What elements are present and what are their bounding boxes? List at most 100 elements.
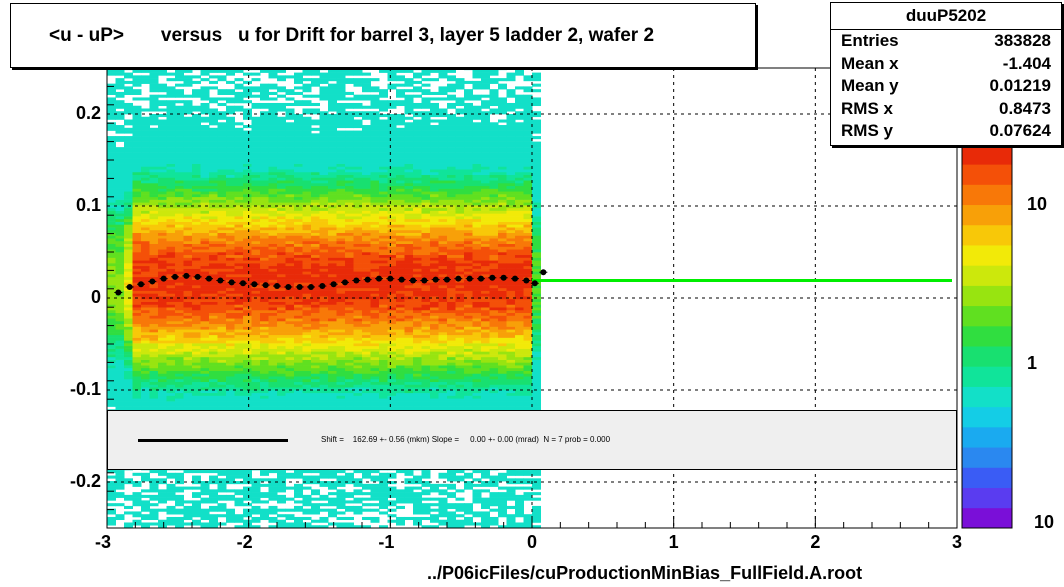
heatmap-cell xyxy=(387,503,397,507)
heatmap-cell xyxy=(311,213,320,217)
heatmap-cell xyxy=(132,155,142,159)
heatmap-cell xyxy=(260,158,269,162)
heatmap-cell xyxy=(200,152,210,156)
heatmap-cell xyxy=(328,373,337,377)
heatmap-cell xyxy=(183,144,193,148)
heatmap-cell xyxy=(192,494,201,498)
heatmap-cell xyxy=(379,525,388,529)
heatmap-cell xyxy=(260,287,269,291)
heatmap-cell xyxy=(234,307,244,311)
heatmap-cell xyxy=(226,97,235,101)
heatmap-cell xyxy=(166,207,176,211)
heatmap-cell xyxy=(115,395,125,399)
heatmap-cell xyxy=(115,359,125,363)
heatmap-cell xyxy=(217,268,227,272)
heatmap-cell xyxy=(124,202,133,206)
heatmap-cell xyxy=(217,481,227,485)
heatmap-cell xyxy=(336,398,346,402)
heatmap-cell xyxy=(158,252,167,256)
heatmap-cell xyxy=(370,114,380,118)
heatmap-cell xyxy=(268,171,278,176)
heatmap-cell xyxy=(328,340,337,344)
heatmap-cell xyxy=(302,392,312,396)
heatmap-cell xyxy=(217,249,227,253)
heatmap-cell xyxy=(166,155,176,159)
heatmap-cell xyxy=(149,398,159,402)
heatmap-cell xyxy=(132,271,142,275)
heatmap-cell xyxy=(345,522,354,526)
heatmap-cell xyxy=(328,199,337,203)
heatmap-cell xyxy=(311,138,320,142)
heatmap-cell xyxy=(268,243,278,247)
heatmap-cell xyxy=(370,183,380,187)
heatmap-cell xyxy=(107,398,116,402)
heatmap-cell xyxy=(132,185,142,189)
heatmap-cell xyxy=(370,177,380,181)
heatmap-cell xyxy=(336,196,346,200)
heatmap-cell xyxy=(268,285,278,289)
heatmap-cell xyxy=(311,191,320,195)
heatmap-cell xyxy=(285,406,295,410)
heatmap-cell xyxy=(149,229,159,233)
heatmap-cell xyxy=(217,373,227,377)
heatmap-cell xyxy=(115,298,125,302)
heatmap-cell xyxy=(141,177,150,181)
heatmap-cell xyxy=(336,345,346,349)
heatmap-cell xyxy=(141,290,150,294)
heatmap-cell xyxy=(149,166,159,170)
heatmap-cell xyxy=(166,158,176,162)
heatmap-cell xyxy=(285,183,295,187)
heatmap-cell xyxy=(268,362,278,366)
heatmap-cell xyxy=(166,287,176,291)
heatmap-cell xyxy=(311,384,320,388)
heatmap-cell xyxy=(243,398,252,402)
heatmap-cell xyxy=(328,367,337,371)
heatmap-cell xyxy=(200,309,210,314)
heatmap-cell xyxy=(192,321,201,325)
heatmap-cell xyxy=(166,329,176,333)
heatmap-cell xyxy=(115,318,125,322)
heatmap-cell xyxy=(336,185,346,189)
heatmap-cell xyxy=(243,240,252,245)
heatmap-cell xyxy=(158,185,167,189)
heatmap-cell xyxy=(217,191,227,195)
heatmap-cell xyxy=(328,309,337,314)
heatmap-cell xyxy=(319,516,329,521)
heatmap-cell xyxy=(132,227,142,231)
heatmap-cell xyxy=(175,522,184,526)
heatmap-cell xyxy=(226,329,235,333)
heatmap-cell xyxy=(336,246,346,250)
heatmap-cell xyxy=(115,94,125,98)
heatmap-cell xyxy=(158,102,167,107)
heatmap-cell xyxy=(226,514,235,518)
heatmap-cell xyxy=(387,486,397,490)
heatmap-cell xyxy=(149,384,159,388)
heatmap-cell xyxy=(319,390,329,394)
heatmap-cell xyxy=(226,180,235,184)
heatmap-cell xyxy=(328,381,337,385)
heatmap-cell xyxy=(362,329,371,333)
heatmap-cell xyxy=(141,276,150,280)
heatmap-cell xyxy=(336,229,346,233)
heatmap-cell xyxy=(379,356,388,360)
heatmap-cell xyxy=(141,406,150,410)
heatmap-cell xyxy=(166,235,176,239)
heatmap-cell xyxy=(251,138,261,142)
heatmap-cell xyxy=(362,224,371,228)
heatmap-cell xyxy=(362,260,371,264)
heatmap-cell xyxy=(336,144,346,148)
heatmap-cell xyxy=(141,401,150,405)
heatmap-cell xyxy=(260,265,269,269)
heatmap-cell xyxy=(336,373,346,377)
heatmap-cell xyxy=(166,218,176,222)
heatmap-cell xyxy=(251,304,261,308)
heatmap-cell xyxy=(158,367,167,371)
heatmap-cell xyxy=(132,395,142,399)
heatmap-cell xyxy=(226,290,235,294)
heatmap-cell xyxy=(311,194,320,198)
heatmap-cell xyxy=(200,293,210,297)
heatmap-cell xyxy=(362,293,371,297)
heatmap-cell xyxy=(132,229,142,233)
heatmap-cell xyxy=(362,144,371,148)
heatmap-cell xyxy=(336,207,346,211)
